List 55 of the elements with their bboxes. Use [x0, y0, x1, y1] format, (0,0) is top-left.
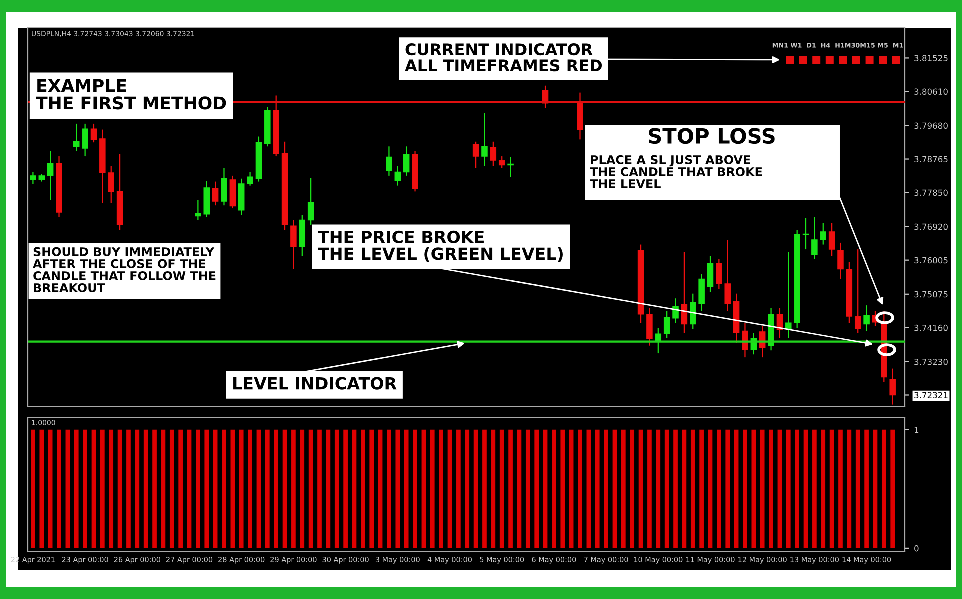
candlestick [73, 123, 80, 152]
annotation: EXAMPLE THE FIRST METHOD [36, 79, 226, 110]
candlestick [820, 222, 827, 246]
y-tick-label: 3.79680 [914, 122, 948, 130]
candlestick [664, 310, 670, 339]
candlestick [30, 172, 36, 185]
candlestick [403, 146, 410, 176]
y-tick-label: 3.73230 [914, 358, 948, 366]
y-tick-label: 3.81525 [914, 55, 948, 62]
candlestick [47, 150, 54, 202]
candlestick [212, 181, 219, 206]
candlestick [864, 305, 870, 332]
candlestick [812, 216, 818, 260]
y-tick-label: 3.78765 [914, 156, 948, 163]
candlestick [498, 156, 506, 169]
candlestick [90, 123, 98, 144]
candlestick [724, 239, 731, 312]
candlestick [890, 368, 896, 406]
candlestick [472, 141, 480, 169]
candlestick [195, 200, 202, 221]
candlestick [854, 248, 862, 334]
annotation: PLACE A SL JUST ABOVE THE CANDLE THAT BROKE THE LEVEL [590, 155, 762, 188]
y-tick-label: 3.76920 [914, 224, 948, 230]
y-tick-label: 3.80610 [914, 88, 948, 95]
candlestick [386, 146, 392, 176]
y-tick-label: 3.76005 [914, 257, 948, 264]
candlestick [490, 141, 497, 167]
annotation: CURRENT INDICATOR ALL TIMEFRAMES RED [405, 44, 602, 72]
annotation: THE PRICE BROKE THE LEVEL (GREEN LEVEL) [318, 230, 563, 262]
y-tick-label: 3.77850 [914, 190, 948, 196]
candlestick [221, 168, 228, 206]
candlestick [681, 252, 688, 334]
candlestick [82, 123, 88, 158]
y-tick-label: 1 [914, 426, 919, 434]
candlestick [838, 242, 844, 280]
annotation: LEVEL INDICATOR [234, 377, 397, 390]
candlestick [247, 172, 254, 186]
candlestick [308, 178, 314, 226]
candlestick [707, 256, 714, 293]
y-tick-label: 0 [914, 545, 919, 552]
candlestick [290, 220, 297, 270]
candlestick [828, 222, 836, 258]
annotation: SHOULD BUY IMMEDIATELY AFTER THE CLOSE OF THE CANDLE THAT FOLLOW THE BREAKOUT [33, 247, 216, 292]
y-tick-label: 3.75075 [914, 291, 948, 298]
candlestick [690, 293, 696, 330]
candlestick [742, 322, 748, 358]
candlestick [716, 258, 722, 290]
candlestick [108, 166, 114, 204]
candlestick [786, 252, 792, 339]
annotation: STOP LOSS [649, 128, 775, 144]
y-tick-label: 3.72321 [914, 392, 948, 399]
candlestick [508, 156, 514, 178]
y-tick-label: 3.74160 [914, 324, 948, 332]
candlestick [482, 112, 488, 167]
candlestick [394, 166, 402, 186]
